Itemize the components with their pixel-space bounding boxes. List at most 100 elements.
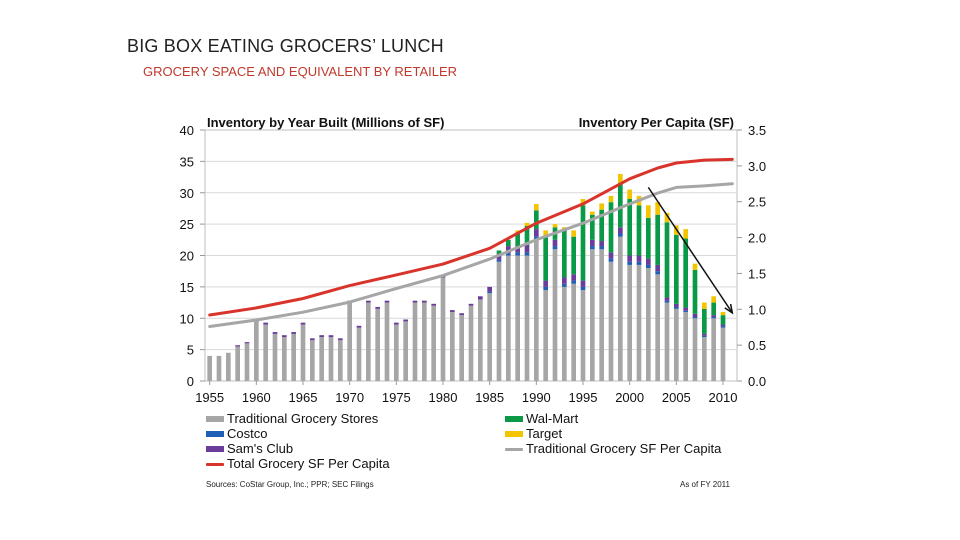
bar-wal-mart <box>720 315 726 325</box>
as-of-note: As of FY 2011 <box>680 480 730 489</box>
bar-wal-mart <box>590 214 595 240</box>
y-left-tick-label: 20 <box>180 249 194 264</box>
x-tick-label: 1985 <box>475 390 504 405</box>
bar-traditional-grocery-stores <box>618 236 623 381</box>
bar-target <box>683 229 688 239</box>
bar-traditional-grocery-stores <box>608 261 614 381</box>
bar-target <box>618 173 623 184</box>
bar-costco <box>543 286 548 291</box>
bar-traditional-grocery-stores <box>571 283 576 381</box>
bar-sam-s-club <box>552 239 558 247</box>
bar-costco <box>692 316 698 319</box>
bar-sam-s-club <box>394 322 399 325</box>
bar-wal-mart <box>571 236 576 275</box>
bar-traditional-grocery-stores <box>216 355 222 381</box>
bar-sam-s-club <box>702 333 707 336</box>
bar-sam-s-club <box>720 324 726 327</box>
bar-traditional-grocery-stores <box>636 264 642 381</box>
x-tick-label: 2005 <box>662 390 691 405</box>
y-left-tick-label: 5 <box>187 343 194 358</box>
bar-traditional-grocery-stores <box>702 337 707 381</box>
y-right-tick-label: 0.5 <box>748 338 766 353</box>
bar-sam-s-club <box>618 227 623 234</box>
legend-label-walmart: Wal-Mart <box>526 411 579 426</box>
bar-sam-s-club <box>282 335 287 338</box>
trend-arrow-line <box>647 186 733 314</box>
legend-label-costco: Costco <box>227 426 268 441</box>
bar-sam-s-club <box>328 335 334 338</box>
bar-sam-s-club <box>319 335 324 338</box>
bar-sam-s-club <box>692 313 698 317</box>
bar-traditional-grocery-stores <box>375 308 380 381</box>
bar-traditional-grocery-stores <box>356 327 362 381</box>
y-right-tick-label: 1.5 <box>748 266 766 281</box>
bar-traditional-grocery-stores <box>487 293 492 381</box>
bar-traditional-grocery-stores <box>599 249 604 381</box>
bar-sam-s-club <box>599 241 604 247</box>
bar-traditional-grocery-stores <box>412 302 418 381</box>
y-left-tick-label: 0 <box>187 374 194 389</box>
bar-sam-s-club <box>375 306 380 309</box>
legend-swatch-traditional <box>206 416 224 422</box>
y-left-tick-label: 40 <box>180 123 194 138</box>
bar-traditional-grocery-stores <box>291 333 296 381</box>
bar-target <box>627 189 632 200</box>
bar-wal-mart <box>515 233 520 247</box>
bar-traditional-grocery-stores <box>366 302 371 381</box>
legend-swatch-total-line <box>206 463 224 466</box>
bar-costco <box>664 300 670 303</box>
bar-wal-mart <box>692 269 698 314</box>
bar-costco <box>674 306 679 309</box>
bar-sam-s-club <box>683 307 688 311</box>
line-traditional-grocery-sf-per-capita <box>208 182 734 328</box>
bar-sam-s-club <box>412 300 418 303</box>
legend-label-total-line: Total Grocery SF Per Capita <box>227 456 390 471</box>
bar-wal-mart <box>636 205 642 256</box>
legend-swatch-walmart <box>505 416 523 422</box>
bar-traditional-grocery-stores <box>394 324 399 381</box>
bar-costco <box>627 261 632 265</box>
bar-traditional-grocery-stores <box>646 268 651 381</box>
y-right-tick-label: 2.5 <box>748 195 766 210</box>
bar-sam-s-club <box>571 274 576 281</box>
legend-swatch-costco <box>206 431 224 437</box>
bar-wal-mart <box>655 214 660 265</box>
bar-costco <box>608 258 614 262</box>
bar-target <box>534 204 539 211</box>
bar-wal-mart <box>506 239 511 247</box>
bar-wal-mart <box>683 238 688 308</box>
bar-traditional-grocery-stores <box>506 255 511 381</box>
bar-target <box>552 224 558 228</box>
y-right-tick-label: 2.0 <box>748 231 766 246</box>
bar-target <box>646 205 651 218</box>
bar-traditional-grocery-stores <box>534 239 539 381</box>
x-tick-label: 1960 <box>242 390 271 405</box>
legend-label-sams: Sam's Club <box>227 441 294 456</box>
bar-traditional-grocery-stores <box>450 311 455 381</box>
y-right-tick-label: 0.0 <box>748 374 766 389</box>
bar-traditional-grocery-stores <box>226 352 231 381</box>
bar-target <box>524 222 530 227</box>
trend-arrow-head <box>724 303 734 315</box>
bar-target <box>664 212 670 223</box>
bar-costco <box>646 264 651 269</box>
bar-sam-s-club <box>636 255 642 262</box>
bar-sam-s-club <box>272 332 278 334</box>
bar-sam-s-club <box>674 303 679 307</box>
bar-wal-mart <box>562 230 567 278</box>
bar-costco <box>655 271 660 275</box>
bar-target <box>655 202 660 215</box>
bar-sam-s-club <box>562 277 567 284</box>
bar-costco <box>683 310 688 312</box>
bar-wal-mart <box>580 205 586 281</box>
bar-wal-mart <box>534 210 539 230</box>
bar-sam-s-club <box>534 229 539 237</box>
x-tick-label: 1990 <box>522 390 551 405</box>
bar-sam-s-club <box>515 246 520 253</box>
bar-sam-s-club <box>646 258 651 265</box>
bar-traditional-grocery-stores <box>310 340 315 381</box>
bar-costco <box>590 246 595 250</box>
bar-sam-s-club <box>422 300 427 303</box>
bar-wal-mart <box>664 222 670 298</box>
bar-sam-s-club <box>431 303 436 306</box>
